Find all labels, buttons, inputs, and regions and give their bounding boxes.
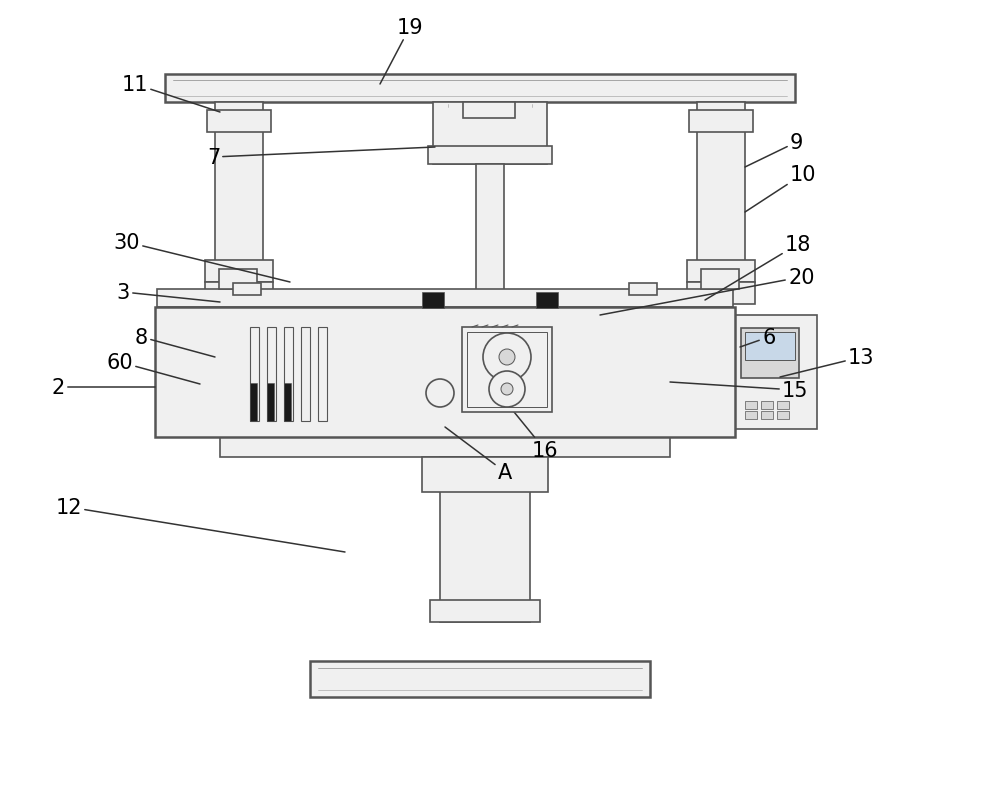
Bar (761, 411, 773, 419)
Bar (267, 327, 276, 422)
Bar (735, 316, 817, 429)
Bar (777, 402, 789, 410)
Text: 6: 6 (740, 327, 775, 347)
Bar (741, 328, 799, 379)
Bar (318, 327, 327, 422)
Text: 3: 3 (117, 282, 220, 302)
Bar (157, 290, 733, 308)
Text: A: A (445, 427, 512, 482)
Bar (440, 457, 530, 622)
Bar (504, 310, 512, 354)
Bar (745, 332, 795, 360)
Text: 10: 10 (745, 164, 816, 213)
Bar (701, 269, 739, 290)
Bar (205, 282, 273, 305)
Bar (155, 308, 735, 437)
Bar (267, 383, 274, 422)
Bar (476, 164, 504, 306)
Bar (250, 383, 257, 422)
Text: 11: 11 (122, 75, 220, 113)
Bar (284, 327, 293, 422)
Text: 13: 13 (780, 347, 874, 378)
Bar (629, 284, 657, 296)
Text: 16: 16 (510, 407, 558, 460)
Text: 9: 9 (745, 133, 803, 168)
Text: 12: 12 (56, 497, 345, 553)
Bar (689, 111, 753, 133)
Bar (462, 327, 552, 412)
Circle shape (489, 371, 525, 407)
Text: 60: 60 (106, 353, 200, 384)
Bar (468, 310, 476, 354)
Text: 19: 19 (380, 18, 423, 85)
Bar (433, 103, 547, 164)
Bar (745, 411, 757, 419)
Bar (215, 103, 263, 302)
Bar (219, 269, 257, 290)
Circle shape (499, 350, 515, 366)
Circle shape (501, 383, 513, 395)
Bar (428, 147, 552, 164)
Bar (207, 111, 271, 133)
Circle shape (483, 334, 531, 382)
Bar (480, 310, 488, 354)
Text: 15: 15 (670, 380, 808, 400)
Bar (777, 411, 789, 419)
Bar (284, 383, 291, 422)
Text: 18: 18 (705, 235, 811, 301)
Bar (220, 435, 670, 457)
Bar (492, 310, 500, 354)
Bar (422, 293, 444, 309)
Bar (310, 661, 650, 697)
Text: 20: 20 (600, 268, 814, 316)
Bar (761, 402, 773, 410)
Bar (448, 290, 532, 310)
Text: 7: 7 (207, 148, 435, 168)
Bar (467, 333, 547, 407)
Bar (422, 457, 548, 492)
Text: 30: 30 (114, 233, 290, 282)
Bar (745, 402, 757, 410)
Text: 8: 8 (135, 327, 215, 358)
Bar (536, 293, 558, 309)
Bar (463, 103, 515, 119)
Bar (687, 282, 755, 305)
Bar (430, 600, 540, 622)
Bar (301, 327, 310, 422)
Text: 2: 2 (52, 378, 155, 398)
Bar (205, 261, 273, 282)
Bar (250, 327, 259, 422)
Bar (233, 284, 261, 296)
Bar (165, 75, 795, 103)
Bar (697, 103, 745, 302)
Bar (687, 261, 755, 282)
